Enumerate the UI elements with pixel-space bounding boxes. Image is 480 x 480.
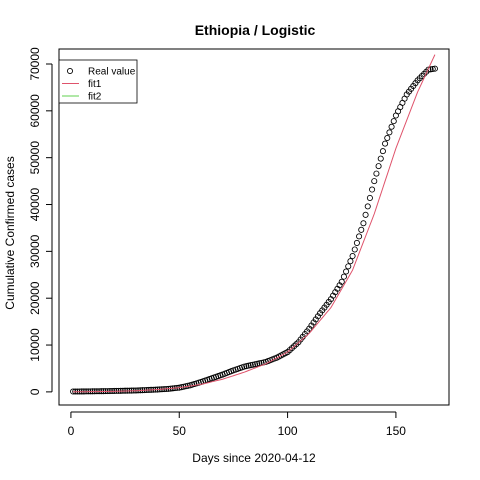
y-tick-label: 30000 <box>28 234 42 268</box>
data-point <box>247 362 254 369</box>
data-point <box>356 233 363 240</box>
y-tick-label: 0 <box>28 388 42 395</box>
chart-title: Ethiopia / Logistic <box>195 22 316 38</box>
data-point <box>371 178 378 185</box>
data-point <box>360 220 367 227</box>
data-point <box>254 360 261 367</box>
legend-label: fit2 <box>88 92 102 103</box>
data-point <box>375 163 382 170</box>
series-layer <box>70 54 438 395</box>
legend-label: Real value <box>88 67 136 78</box>
y-tick-label: 50000 <box>28 141 42 175</box>
x-tick-label: 0 <box>68 424 75 438</box>
x-tick-label: 150 <box>386 424 406 438</box>
data-point <box>373 170 380 177</box>
y-tick-label: 40000 <box>28 188 42 222</box>
legend-symbol-real-value <box>66 67 74 75</box>
data-point <box>364 203 371 210</box>
data-point <box>347 258 354 265</box>
data-point <box>353 239 360 246</box>
data-point <box>382 140 389 147</box>
data-point <box>241 363 248 370</box>
data-point <box>379 148 386 155</box>
y-axis-label: Cumulative Confirmed cases <box>3 156 17 309</box>
data-point <box>345 263 352 270</box>
data-point <box>243 363 250 370</box>
data-point <box>343 268 350 275</box>
data-point <box>425 66 432 73</box>
data-point <box>338 278 345 285</box>
y-tick-label: 10000 <box>28 328 42 362</box>
data-point <box>362 211 369 218</box>
x-tick-label: 50 <box>173 424 187 438</box>
data-point <box>252 361 259 368</box>
y-tick-label: 60000 <box>28 94 42 128</box>
data-point <box>358 226 365 233</box>
data-point <box>431 65 438 72</box>
data-point <box>384 134 391 142</box>
data-point <box>249 361 256 368</box>
x-axis: 0 50 100 150 <box>68 411 406 438</box>
data-point <box>369 186 376 193</box>
data-point <box>386 129 393 136</box>
data-point <box>366 194 373 201</box>
data-point <box>351 246 358 253</box>
y-tick-label: 20000 <box>28 281 42 315</box>
data-point <box>377 155 384 162</box>
x-axis-label: Days since 2020-04-12 <box>192 451 316 465</box>
y-tick-label: 70000 <box>28 47 42 81</box>
data-point <box>390 118 397 125</box>
data-point <box>340 273 347 280</box>
legend-label: fit1 <box>88 79 102 90</box>
data-point <box>429 65 436 73</box>
data-point <box>245 362 252 369</box>
y-axis: 0 10000 20000 30000 40000 50000 60000 70000 <box>28 47 53 395</box>
x-tick-label: 100 <box>278 424 298 438</box>
series-fit1-line <box>73 54 436 393</box>
data-point <box>388 123 395 130</box>
plot-frame <box>58 48 450 406</box>
data-point <box>349 253 356 260</box>
